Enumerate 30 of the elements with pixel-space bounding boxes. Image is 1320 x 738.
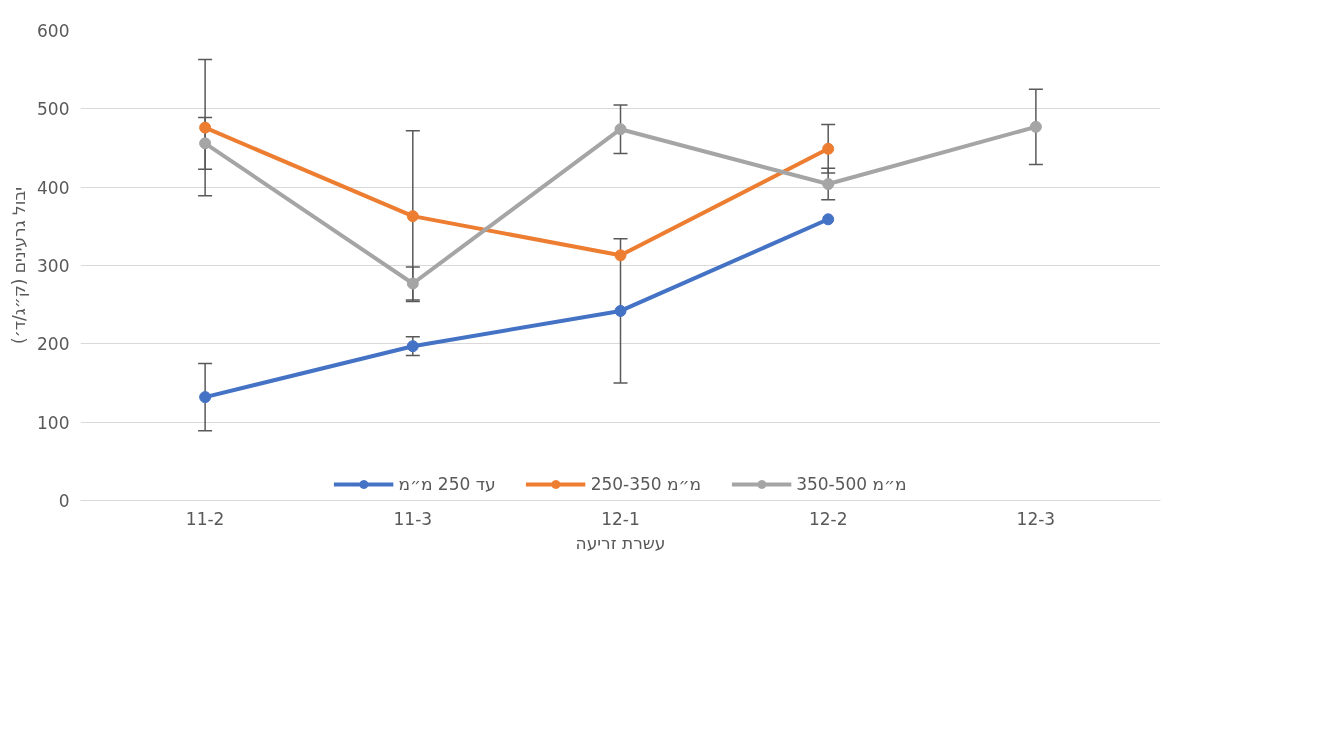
- x-tick-label: 11-3: [393, 508, 433, 529]
- point: [406, 340, 419, 353]
- y-axis-title: יבול גרעינים (ק״ג/ד׳): [9, 186, 30, 345]
- legend-label: 250-350 מ״מ: [590, 474, 702, 494]
- y-tick-label: 200: [37, 334, 70, 355]
- point: [614, 249, 627, 262]
- point: [1029, 120, 1042, 133]
- point: [614, 304, 627, 317]
- legend-label: 350-500 מ״מ: [796, 474, 907, 494]
- point: [822, 142, 835, 155]
- legend-label: עד 250 מ״מ: [398, 474, 496, 494]
- point: [822, 178, 835, 191]
- y-tick-label: 300: [37, 256, 70, 276]
- x-tick-label: 12-3: [1016, 508, 1056, 529]
- point: [406, 277, 419, 290]
- y-tick-label: 100: [37, 412, 70, 433]
- y-tick-label: 600: [37, 21, 70, 41]
- y-tick-label: 500: [37, 99, 70, 120]
- point: [614, 123, 627, 136]
- x-tick-label: 12-2: [808, 508, 848, 529]
- x-tick-label: 12-1: [601, 508, 640, 529]
- point: [199, 121, 212, 134]
- x-axis-title: עשרת זריעה: [575, 532, 666, 553]
- point: [199, 137, 212, 150]
- point: [822, 213, 835, 226]
- point: [199, 391, 212, 404]
- x-tick-label: 11-2: [185, 508, 225, 529]
- point: [406, 210, 419, 223]
- y-tick-label: 400: [37, 177, 70, 198]
- y-tick-label: 0: [58, 491, 70, 511]
